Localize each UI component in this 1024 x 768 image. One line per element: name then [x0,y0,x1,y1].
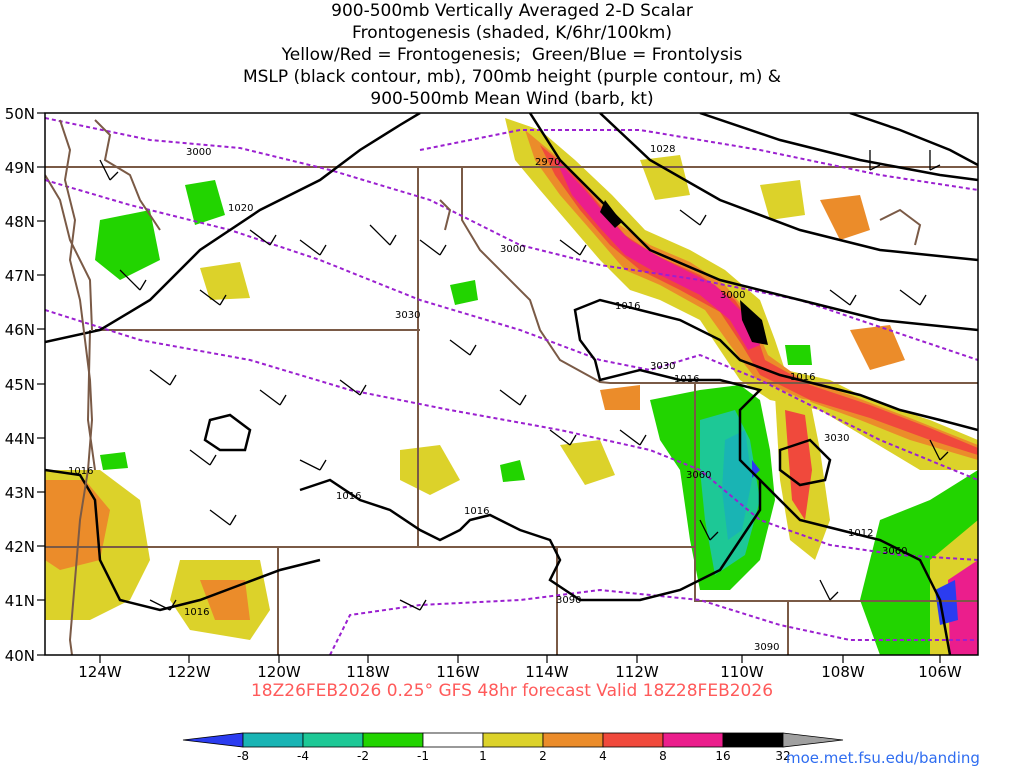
height-label: 3090 [556,595,581,606]
lat-label: 47N [5,267,35,285]
lat-label: 45N [5,376,35,394]
height-label: 3000 [186,147,211,158]
colorbar-tick: 16 [715,749,730,763]
colorbar-tick: -4 [297,749,309,763]
isobar-label: 1020 [228,203,253,214]
coastline [59,119,922,655]
lat-label: 44N [5,430,35,448]
latitude-axis: 50N 49N 48N 47N 46N 45N 44N 43N 42N 41N … [5,105,45,665]
lon-label: 110W [720,663,764,681]
colorbar-cell [422,732,484,748]
height-label: 3030 [650,361,675,372]
lon-label: 112W [615,663,659,681]
colorbar-cell [242,732,304,748]
lat-label: 40N [5,647,35,665]
isobar-labels: 1028 1020 1016 1016 1016 1016 1016 1016 … [68,144,873,618]
height-label: 3030 [395,310,420,321]
lat-label: 48N [5,213,35,231]
height-label: 3060 [882,546,907,557]
isobar-contours [45,113,978,655]
isobar-label: 1016 [464,506,489,517]
height-label: 3030 [824,433,849,444]
colorbar-cell [362,732,424,748]
lat-label: 49N [5,159,35,177]
colorbar-tick: -1 [417,749,429,763]
colorbar-cell [722,732,784,748]
lon-label: 120W [257,663,301,681]
isobar-label: 1016 [336,491,361,502]
isobar-label: 1016 [615,301,640,312]
height-label: 3060 [686,470,711,481]
height-label: 3090 [754,642,779,653]
wind-barbs [99,150,949,611]
state-borders [45,166,978,655]
lon-label: 114W [525,663,569,681]
title-line: Yellow/Red = Frontogenesis; Green/Blue =… [281,45,743,65]
isobar-label: 1012 [848,528,873,539]
colorbar-cell [602,732,664,748]
lon-label: 118W [346,663,390,681]
colorbar-tick: 2 [539,749,547,763]
isobar-label: 1016 [184,607,209,618]
lat-label: 50N [5,105,35,123]
map-area: 1028 1020 1016 1016 1016 1016 1016 1016 … [45,113,978,655]
title-line: MSLP (black contour, mb), 700mb height (… [242,67,782,87]
height-label: 3000 [720,290,745,301]
colorbar-arrow-high [782,732,844,748]
colorbar-arrow-low [182,732,244,748]
lat-label: 41N [5,592,35,610]
isobar-label: 1028 [650,144,675,155]
colorbar-cell [302,732,364,748]
height-labels: 3000 2970 3000 3000 3030 3030 3030 3060 … [186,147,907,653]
frontogenesis-shading [45,118,978,655]
colorbar-tick: 4 [599,749,607,763]
lat-label: 42N [5,538,35,556]
lon-label: 122W [167,663,211,681]
chart-title: 900-500mb Vertically Averaged 2-D Scalar… [0,0,1024,110]
colorbar-cell [482,732,544,748]
isobar-label: 1016 [68,466,93,477]
lon-label: 108W [821,663,865,681]
colorbar-tick: 32 [775,749,790,763]
title-line: 900-500mb Mean Wind (barb, kt) [370,89,654,109]
colorbar-tick: 1 [479,749,487,763]
isobar-label: 1016 [790,372,815,383]
lon-label: 116W [436,663,480,681]
forecast-valid-time: 18Z26FEB2026 0.25° GFS 48hr forecast Val… [250,681,774,701]
height-label: 3000 [500,244,525,255]
height-label: 2970 [535,157,560,168]
colorbar-cell [542,732,604,748]
colorbar: -8 -4 -2 -1 1 2 4 8 16 32 [182,732,844,763]
lon-label: 106W [918,663,962,681]
isobar-label: 1016 [674,374,699,385]
source-credit: moe.met.fsu.edu/banding [786,749,980,767]
colorbar-tick: -2 [357,749,369,763]
lat-label: 46N [5,321,35,339]
colorbar-cell [662,732,724,748]
title-line: Frontogenesis (shaded, K/6hr/100km) [352,23,672,43]
title-line: 900-500mb Vertically Averaged 2-D Scalar [331,1,693,21]
colorbar-tick: 8 [659,749,667,763]
colorbar-tick: -8 [237,749,249,763]
lon-label: 124W [78,663,122,681]
lat-label: 43N [5,484,35,502]
longitude-axis: 124W 122W 120W 118W 116W 114W 112W 110W … [78,655,962,681]
